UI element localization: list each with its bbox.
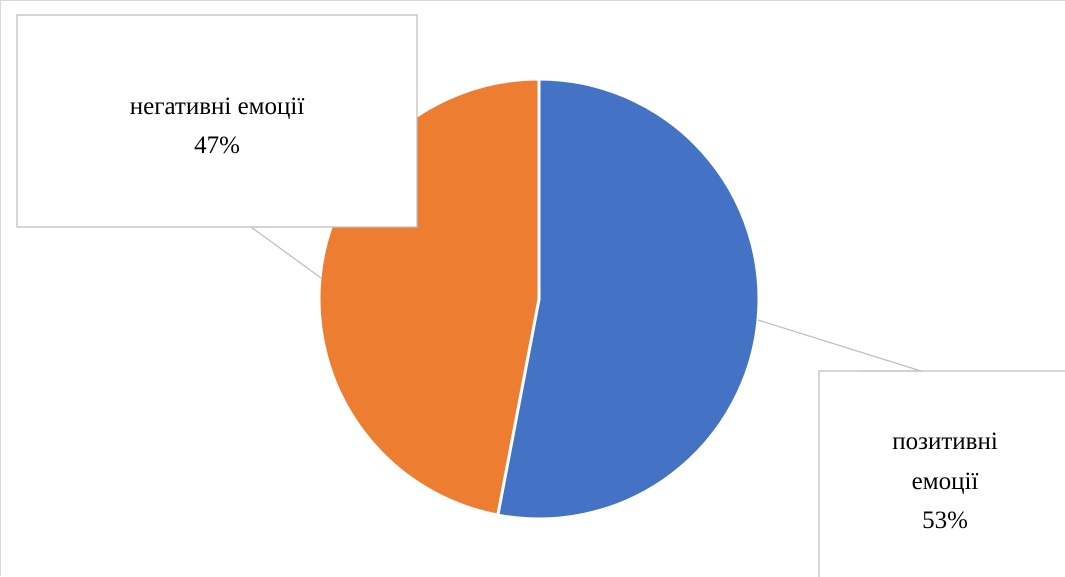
callout-box-positive [818,370,1065,577]
leader-line-negative [249,226,322,279]
callout-label-positive-line2: емоції [912,468,979,495]
callout-positive: позитивні емоції 53% [757,319,1065,577]
callout-value-positive: 53% [922,507,968,534]
callout-value-negative: 47% [194,132,240,159]
callout-label-negative: негативні емоції [130,93,305,120]
callout-label-positive-line1: позитивні [892,428,998,455]
callout-negative: негативні емоції 47% [16,14,418,279]
callout-box-negative [16,14,418,228]
pie-slice-positive [496,77,761,521]
leader-line-positive [757,319,922,372]
